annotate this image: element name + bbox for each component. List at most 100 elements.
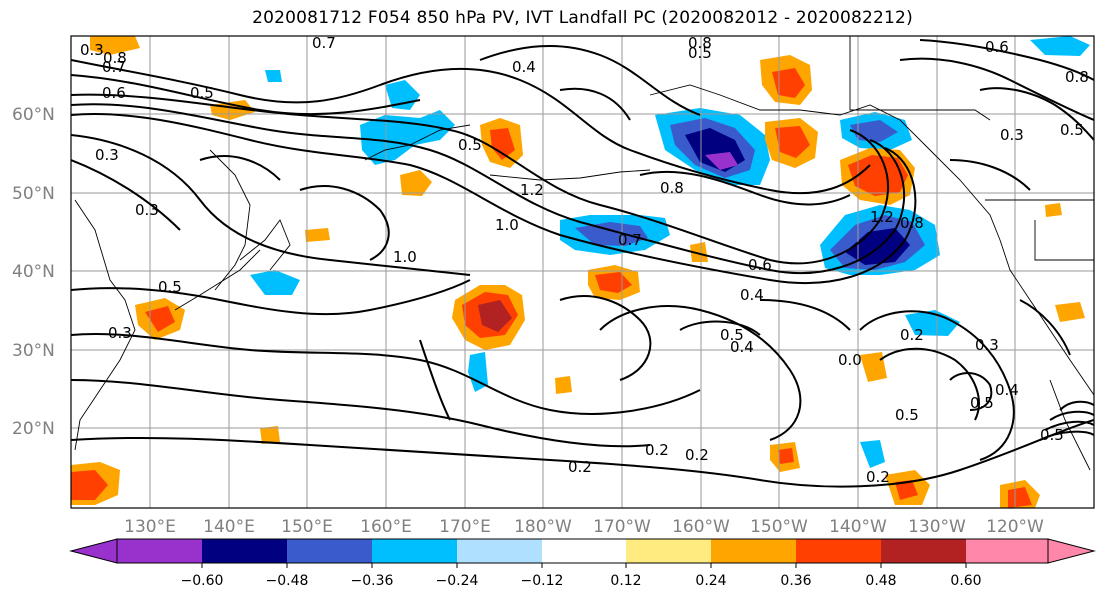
contour-label: 0.8	[103, 49, 127, 67]
contour-label: 0.3	[80, 41, 104, 59]
contour-label: 0.7	[312, 34, 336, 52]
contour-label: 0.6	[985, 38, 1009, 56]
pos-anomaly-region	[1045, 203, 1062, 217]
pos-anomaly-region	[90, 36, 140, 55]
contour-label: 0.3	[135, 201, 159, 219]
contour-label: 0.8	[900, 214, 924, 232]
pos-anomaly-region	[1055, 302, 1085, 322]
colorbar-tick-label: −0.48	[266, 573, 309, 589]
neg-anomaly-region	[575, 222, 648, 246]
lon-label: 160°W	[672, 517, 730, 537]
contour-label: 0.8	[688, 34, 712, 52]
contour-label: 0.0	[838, 351, 862, 369]
contour-label: 0.7	[618, 231, 642, 249]
contour-label: 0.5	[970, 394, 994, 412]
lon-label: 140°E	[203, 517, 255, 537]
lon-label: 130°E	[124, 517, 176, 537]
colorbar-over-triangle	[1047, 538, 1096, 564]
colorbar-bin	[202, 539, 287, 563]
pos-anomaly-region	[305, 228, 330, 242]
pc-shading	[71, 36, 1090, 508]
contour-label: 0.5	[1040, 426, 1064, 444]
contour-label: 0.2	[900, 326, 924, 344]
neg-anomaly-region	[360, 110, 455, 165]
contour-label: 0.5	[190, 84, 214, 102]
contour-label: 0.8	[660, 179, 684, 197]
longitude-labels: 130°E 140°E 150°E 160°E 170°E 180°W 170°…	[124, 517, 1044, 537]
colorbar-bin	[711, 539, 796, 563]
contour-label: 0.3	[1000, 126, 1024, 144]
colorbar-bin	[966, 539, 1048, 563]
contour-label: 0.3	[108, 324, 132, 342]
colorbar-bin	[626, 539, 711, 563]
pos-anomaly-region	[775, 126, 810, 158]
neg-anomaly-region	[845, 228, 910, 265]
pos-anomaly-region	[71, 470, 108, 500]
pos-anomaly-region	[690, 242, 708, 262]
colorbar-tick-label: −0.60	[181, 573, 224, 589]
colorbar-bin	[542, 539, 626, 563]
lon-label: 130°W	[908, 517, 966, 537]
contour-label: 0.8	[1065, 68, 1089, 86]
neg-anomaly-region	[265, 70, 282, 82]
lon-label: 150°E	[281, 517, 333, 537]
coastlines	[74, 36, 1094, 471]
colorbar-tick-label: 0.24	[695, 573, 726, 589]
map-title: 2020081712 F054 850 hPa PV, IVT Landfall…	[252, 8, 913, 28]
lon-label: 140°W	[829, 517, 887, 537]
lat-label: 30°N	[12, 341, 55, 361]
colorbar-bin	[796, 539, 881, 563]
contour-label: 0.2	[685, 446, 709, 464]
colorbar-tick-label: 0.36	[780, 573, 811, 589]
colorbar-ticks	[201, 563, 967, 568]
contour-label: 0.2	[645, 441, 669, 459]
contour-label: 0.5	[720, 326, 744, 344]
lon-label: 120°W	[986, 517, 1044, 537]
neg-anomaly-region	[860, 440, 885, 468]
contour-label: 0.3	[95, 146, 119, 164]
colorbar-tick-label: −0.36	[351, 573, 394, 589]
contour-label: 0.5	[158, 278, 182, 296]
contour-labels: 0.8 0.3 0.7 0.6 0.5 0.7 0.4 0.8 0.5 0.6 …	[80, 34, 1089, 486]
pos-anomaly-region	[772, 68, 805, 98]
contour-label: 0.5	[1060, 121, 1084, 139]
contour-label: 0.5	[895, 406, 919, 424]
contour-label: 0.4	[740, 286, 764, 304]
lat-label: 60°N	[12, 105, 55, 125]
neg-anomaly-region	[468, 352, 488, 392]
colorbar-tick-label: 0.12	[610, 573, 641, 589]
pos-anomaly-region	[478, 300, 512, 332]
lon-label: 150°W	[750, 517, 808, 537]
lat-label: 40°N	[12, 262, 55, 282]
contour-label: 0.5	[688, 44, 712, 62]
contour-label: 1.0	[393, 248, 417, 266]
pos-anomaly-region	[400, 170, 432, 196]
pos-anomaly-region	[145, 306, 175, 332]
colorbar-bin	[287, 539, 372, 563]
contour-label: 1.2	[520, 181, 544, 199]
contour-label: 0.4	[995, 381, 1019, 399]
pos-anomaly-region	[1008, 487, 1032, 508]
contour-label: 0.4	[730, 338, 754, 356]
contour-label: 0.5	[458, 136, 482, 154]
pos-anomaly-region	[895, 480, 918, 500]
colorbar-under-triangle	[69, 538, 118, 564]
contour-label: 0.6	[102, 84, 126, 102]
pos-anomaly-region	[555, 376, 572, 394]
colorbar-bin	[372, 539, 457, 563]
neg-anomaly-region	[1030, 36, 1090, 56]
colorbar-bin	[117, 539, 202, 563]
neg-anomaly-region	[250, 270, 300, 295]
colorbar-bin	[881, 539, 966, 563]
colorbar-tick-label: 0.48	[865, 573, 896, 589]
map-frame	[70, 35, 1095, 509]
lat-label: 50°N	[12, 184, 55, 204]
pos-anomaly-region	[490, 128, 515, 160]
neg-anomaly-region	[905, 310, 960, 336]
pos-anomaly-region	[260, 426, 280, 444]
contour-label: 0.7	[102, 58, 126, 76]
contour-label: 1.2	[870, 208, 894, 226]
contour-label: 1.0	[495, 216, 519, 234]
colorbar-tick-label: −0.12	[521, 573, 564, 589]
